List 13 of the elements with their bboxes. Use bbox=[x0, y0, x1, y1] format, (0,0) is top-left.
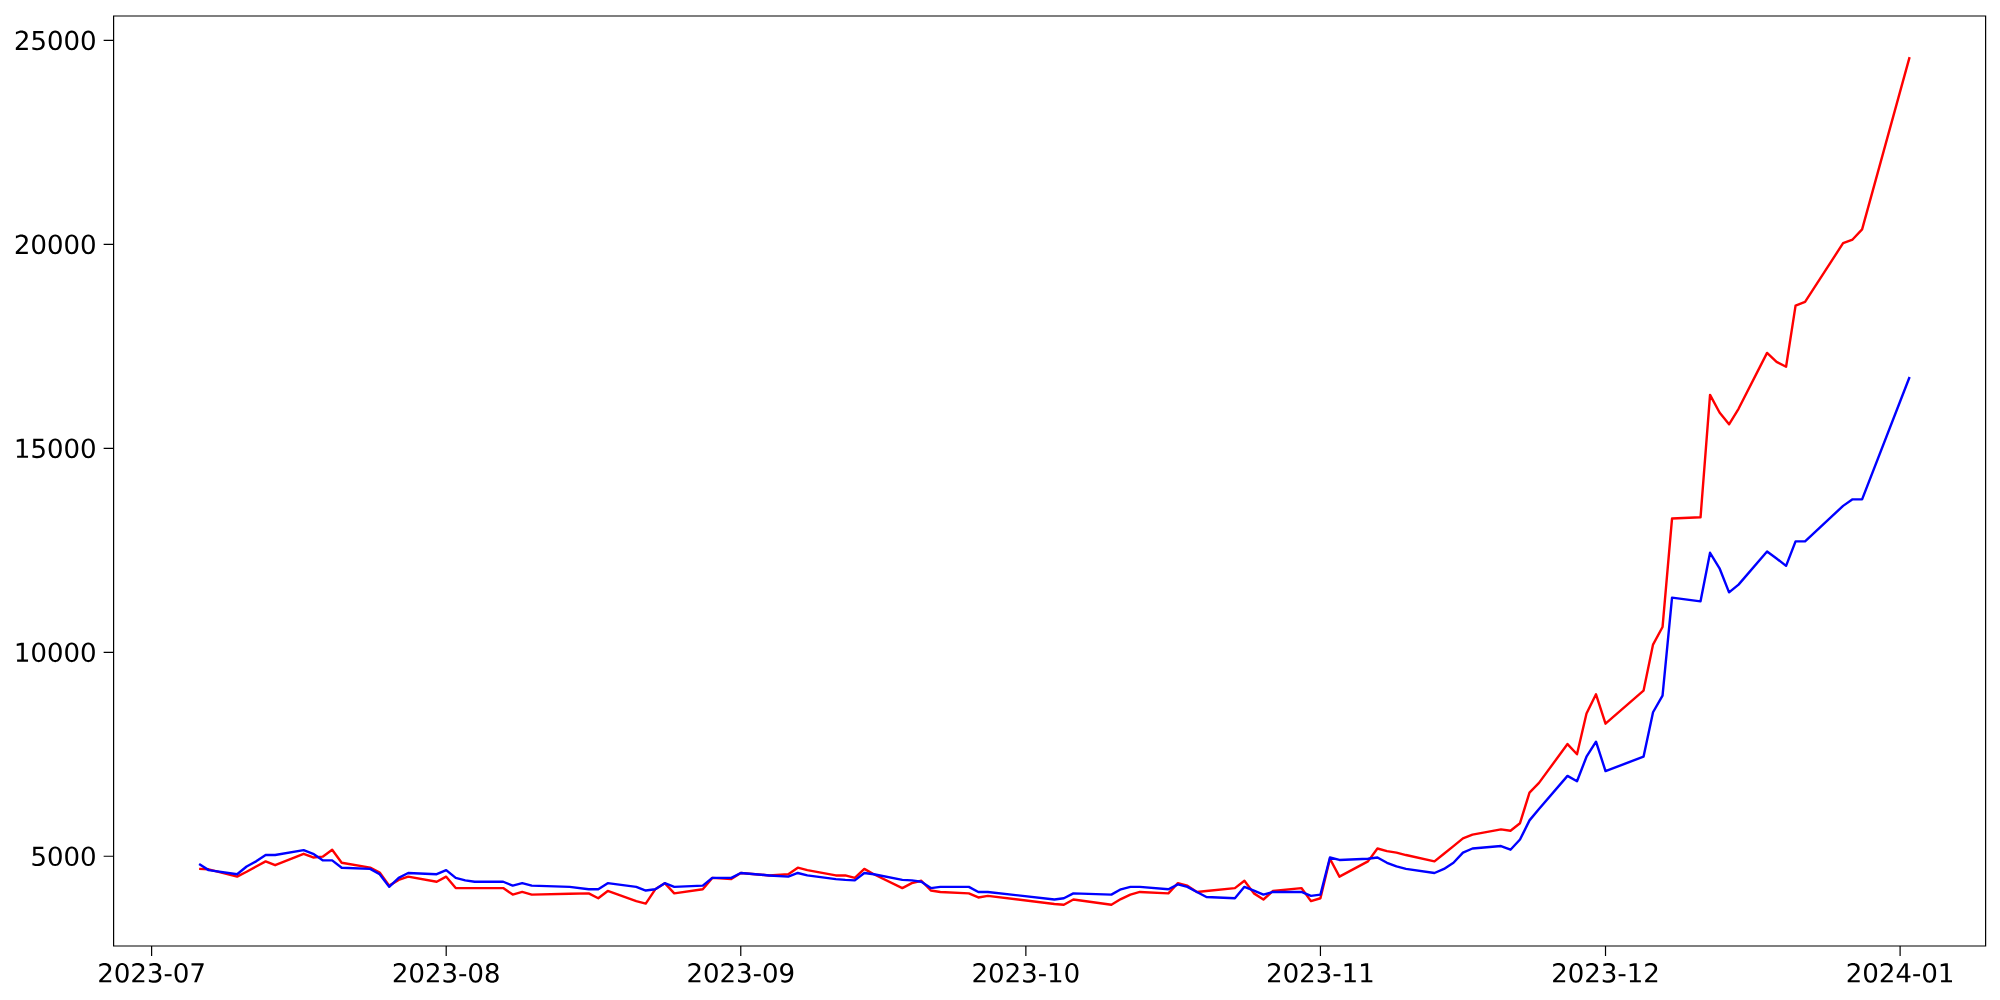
y-tick-label: 20000 bbox=[15, 234, 95, 255]
x-tick-label: 2023-10 bbox=[973, 963, 1079, 983]
y-tick-label: 25000 bbox=[15, 30, 95, 51]
x-tick-label: 2024-01 bbox=[1847, 963, 1952, 983]
x-tick-label: 2023-08 bbox=[393, 963, 499, 983]
y-tick-label: 10000 bbox=[16, 642, 95, 663]
x-tick-label: 2023-12 bbox=[1553, 963, 1658, 983]
x-tick-label: 2023-09 bbox=[688, 963, 794, 983]
y-tick-label: 15000 bbox=[16, 438, 95, 459]
x-tick-label: 2023-11 bbox=[1268, 963, 1373, 983]
y-tick-label: 5000 bbox=[32, 846, 95, 867]
x-tick-label: 2023-07 bbox=[99, 963, 204, 983]
line-series bbox=[197, 375, 1911, 901]
